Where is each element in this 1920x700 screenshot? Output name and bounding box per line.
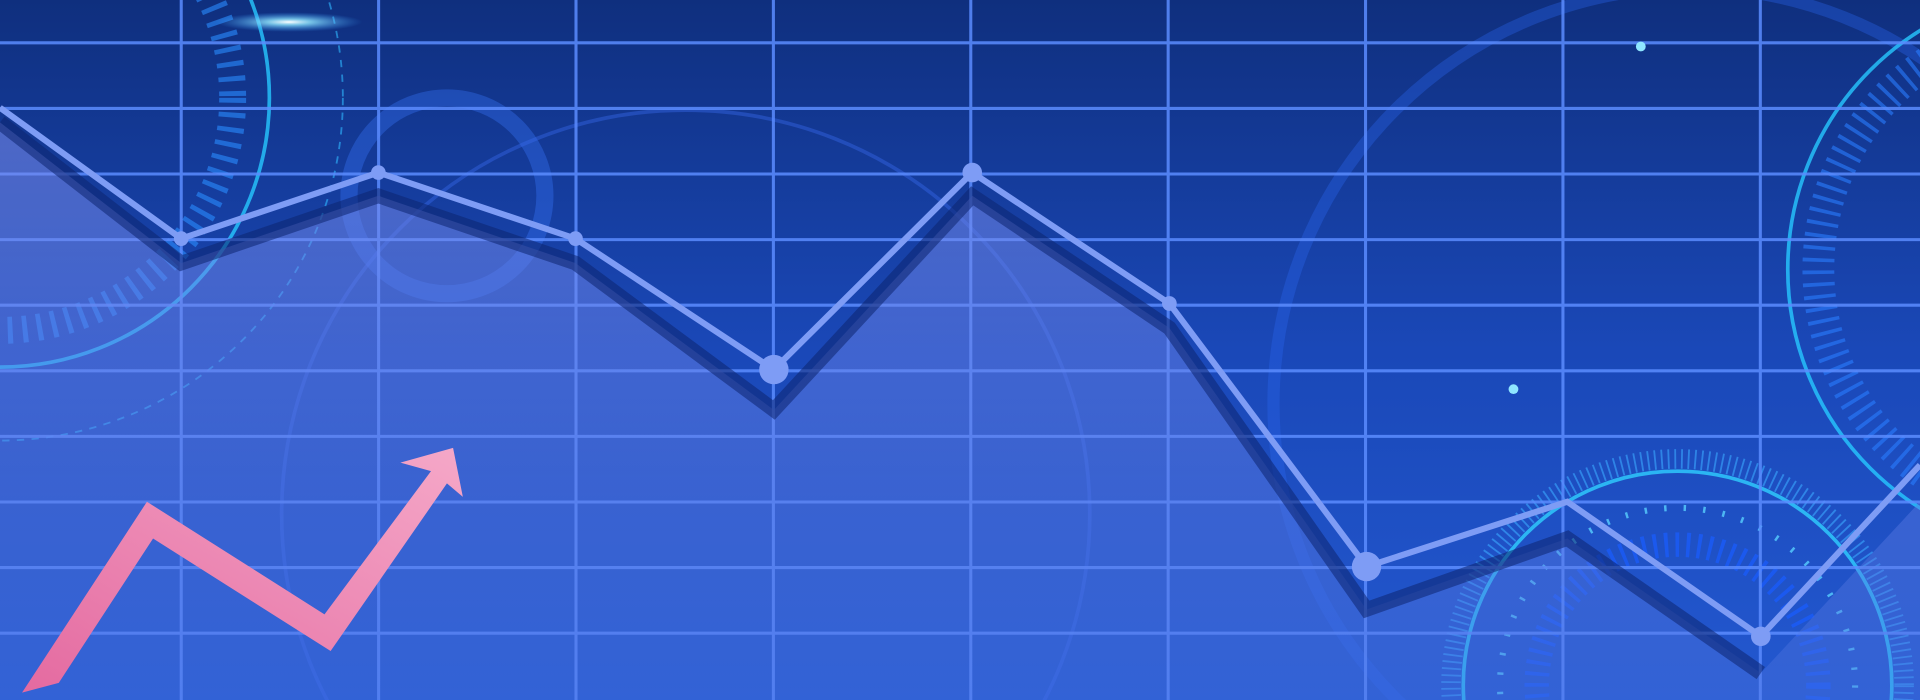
ring <box>1786 28 1920 510</box>
point <box>371 165 386 180</box>
line-points <box>173 162 1771 647</box>
ring <box>1267 0 1920 700</box>
point <box>568 231 583 246</box>
spark <box>1508 384 1519 395</box>
ring <box>0 0 272 369</box>
ring <box>0 0 344 442</box>
point <box>759 354 789 385</box>
pink-arrow <box>22 447 463 693</box>
area <box>0 122 1920 700</box>
point <box>1751 626 1771 647</box>
point <box>173 231 189 246</box>
line-shadow <box>0 116 1766 680</box>
spark <box>1635 41 1646 52</box>
point <box>1351 551 1382 582</box>
light-flare <box>215 12 363 32</box>
point <box>1162 296 1177 311</box>
point <box>962 162 983 183</box>
ring <box>0 0 247 344</box>
